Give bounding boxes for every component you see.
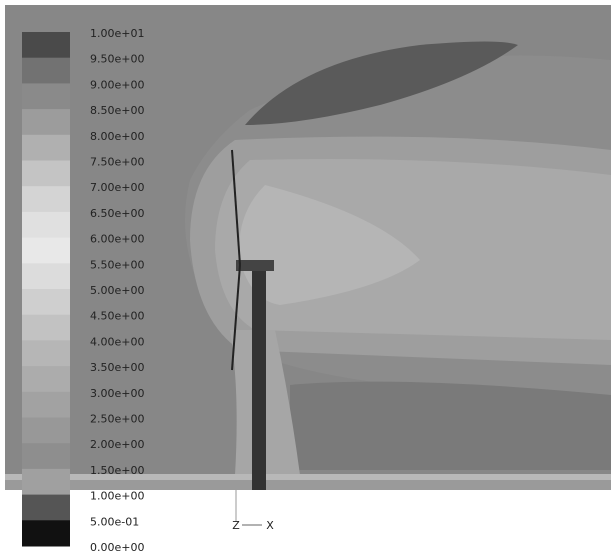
legend-label: 4.00e+00 xyxy=(90,335,144,348)
contour-lower xyxy=(290,382,611,470)
legend-label: 1.00e+01 xyxy=(90,27,144,40)
legend-swatch xyxy=(22,520,70,546)
legend-swatch xyxy=(22,32,70,58)
legend-swatch xyxy=(22,289,70,315)
legend-swatch xyxy=(22,212,70,238)
legend-swatch xyxy=(22,315,70,341)
legend-label: 7.50e+00 xyxy=(90,156,144,169)
contour-view: Z X 1.00e+01 9.50e+00 9.00e+00 8.50e+00 8.00… xyxy=(0,0,611,556)
legend-label: 0.00e+00 xyxy=(90,541,144,554)
legend-swatch xyxy=(22,186,70,212)
legend-label: 1.00e+00 xyxy=(90,490,144,503)
legend-swatch xyxy=(22,135,70,161)
legend-label: 9.00e+00 xyxy=(90,78,144,91)
legend-swatch xyxy=(22,263,70,289)
legend-swatch xyxy=(22,418,70,444)
legend-swatch xyxy=(22,495,70,521)
legend-swatch xyxy=(22,238,70,264)
legend-swatch xyxy=(22,366,70,392)
legend-swatch xyxy=(22,58,70,84)
legend-label: 4.50e+00 xyxy=(90,310,144,323)
legend-swatch xyxy=(22,109,70,135)
legend-label: 5.00e-01 xyxy=(90,515,139,528)
legend-label: 7.00e+00 xyxy=(90,181,144,194)
legend-swatch xyxy=(22,469,70,495)
legend-label: 6.50e+00 xyxy=(90,207,144,220)
turbine-tower xyxy=(252,270,266,490)
legend-label: 8.50e+00 xyxy=(90,104,144,117)
legend-swatch xyxy=(22,83,70,109)
legend-swatch xyxy=(22,161,70,187)
axis-x-label: X xyxy=(266,519,274,532)
legend-label: 6.00e+00 xyxy=(90,233,144,246)
legend-label: 3.50e+00 xyxy=(90,361,144,374)
legend-label: 2.00e+00 xyxy=(90,438,144,451)
legend-label: 9.50e+00 xyxy=(90,53,144,66)
legend-label: 5.50e+00 xyxy=(90,258,144,271)
legend-label: 5.00e+00 xyxy=(90,284,144,297)
legend-swatch xyxy=(22,392,70,418)
legend-swatch xyxy=(22,443,70,469)
axis-z-label: Z xyxy=(232,519,240,532)
legend-label: 2.50e+00 xyxy=(90,413,144,426)
ground xyxy=(5,480,611,490)
turbine-nacelle xyxy=(236,260,274,271)
legend-label: 3.00e+00 xyxy=(90,387,144,400)
legend-label: 8.00e+00 xyxy=(90,130,144,143)
legend-swatch xyxy=(22,340,70,366)
legend-label: 1.50e+00 xyxy=(90,464,144,477)
